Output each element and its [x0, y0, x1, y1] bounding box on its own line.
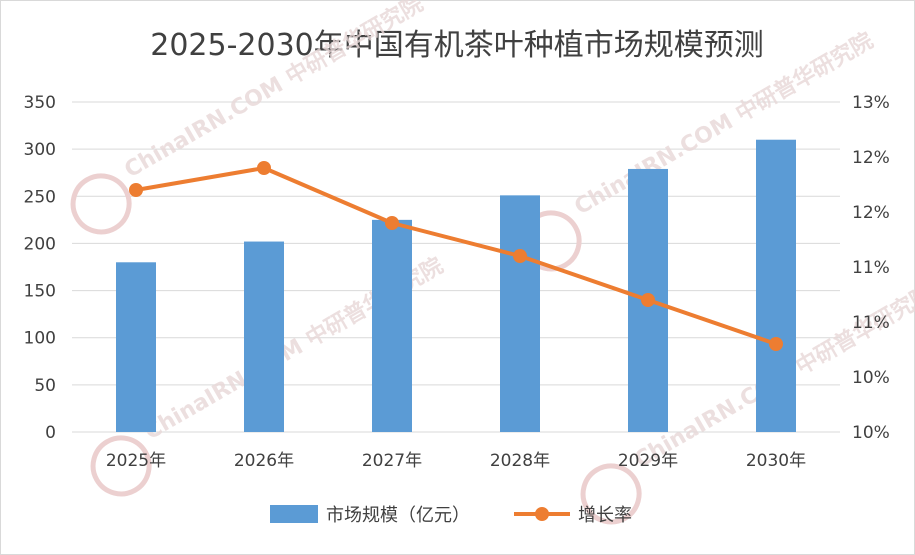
growth-line [135, 166, 777, 346]
legend-swatch-marker [535, 507, 549, 521]
y-left-tick-label: 100 [24, 329, 56, 349]
y-right-tick-label: 11% [852, 258, 890, 278]
y-left-tick-label: 150 [24, 282, 56, 302]
growth-point [641, 293, 655, 307]
watermark-logo [90, 435, 152, 497]
y-left-tick-label: 0 [45, 423, 56, 443]
y-left-tick-label: 200 [24, 234, 56, 254]
bar [372, 219, 412, 432]
x-tick-label: 2027年 [362, 451, 422, 471]
x-tick-label: 2029年 [618, 451, 678, 471]
gridlines [72, 101, 840, 433]
legend-label-bar: 市场规模（亿元） [326, 505, 470, 526]
watermark-logo [580, 463, 642, 525]
y-left-tick-label: 250 [24, 187, 56, 207]
legend: 市场规模（亿元） 增长率 [270, 505, 632, 526]
bar [116, 262, 156, 432]
growth-point [257, 161, 271, 175]
growth-point [385, 216, 399, 230]
legend-label-line: 增长率 [578, 505, 632, 526]
axes: 0 50 100 150 200 250 300 350 10% 10% 11% 11% 12% 12% 1… [24, 93, 890, 471]
y-right-tick-label: 11% [852, 313, 890, 333]
y-right-tick-label: 10% [852, 368, 890, 388]
y-right-tick-label: 12% [852, 203, 890, 223]
growth-point [769, 337, 783, 351]
growth-point [513, 249, 527, 263]
x-tick-label: 2026年 [234, 451, 294, 471]
line-series [129, 161, 783, 351]
x-tick-label: 2030年 [746, 451, 806, 471]
bar [756, 139, 796, 432]
y-left-tick-label: 50 [34, 376, 56, 396]
bar-series [116, 139, 796, 432]
growth-point [129, 183, 143, 197]
chart-title: 2025-2030年中国有机茶叶种植市场规模预测 [150, 28, 764, 63]
x-tick-label: 2025年 [106, 451, 166, 471]
y-left-tick-label: 300 [24, 140, 56, 160]
y-right-tick-label: 13% [852, 93, 890, 113]
legend-swatch-bar [270, 505, 318, 523]
y-right-tick-label: 12% [852, 148, 890, 168]
y-left-tick-label: 350 [24, 93, 56, 113]
x-tick-label: 2028年 [490, 451, 550, 471]
bar [500, 195, 540, 432]
watermark-logo [70, 173, 132, 235]
bar [244, 241, 284, 432]
y-right-tick-label: 10% [852, 423, 890, 443]
